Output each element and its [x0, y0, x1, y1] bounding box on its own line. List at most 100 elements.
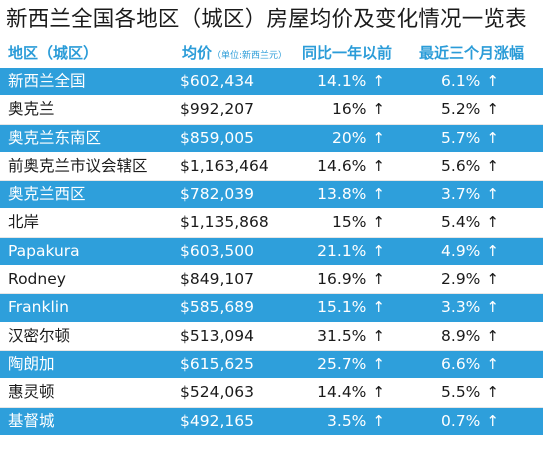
- cell-three-month-value: 5.4%: [441, 213, 481, 232]
- cell-yoy-value: 13.8%: [317, 185, 367, 204]
- cell-price: $524,063: [180, 379, 254, 406]
- cell-three-month-value: 5.6%: [441, 156, 481, 175]
- cell-three-month: 3.7% ↑: [441, 181, 499, 208]
- cell-region-value: 基督城: [8, 411, 55, 430]
- up-arrow-icon: ↑: [486, 241, 499, 260]
- cell-three-month-value: 0.7%: [441, 411, 481, 430]
- cell-yoy-value: 31.5%: [317, 326, 367, 345]
- up-arrow-icon: ↑: [372, 213, 385, 232]
- cell-yoy-value: 3.5%: [327, 411, 367, 430]
- cell-three-month-value: 8.9%: [441, 326, 481, 345]
- cell-region: 北岸: [8, 209, 39, 236]
- header-region: 地区（城区）: [8, 44, 99, 62]
- cell-region: 陶朗加: [8, 351, 55, 378]
- table-body: 新西兰全国 $602,434 14.1% ↑ 6.1% ↑ 奥克兰 $992,207 16% ↑ 5…: [0, 68, 543, 436]
- cell-region-value: 奥克兰东南区: [8, 128, 102, 147]
- table-row: 陶朗加 $615,625 25.7% ↑ 6.6% ↑: [0, 350, 543, 380]
- cell-three-month-value: 3.3%: [441, 298, 481, 317]
- cell-region: 奥克兰东南区: [8, 125, 101, 152]
- cell-region-value: 新西兰全国: [8, 72, 86, 90]
- cell-region: 前奥克兰市议会辖区: [8, 153, 148, 180]
- cell-three-month-value: 5.5%: [441, 383, 481, 402]
- table-row: 惠灵顿 $524,063 14.4% ↑ 5.5% ↑: [0, 379, 543, 408]
- up-arrow-icon: ↑: [372, 411, 385, 430]
- cell-three-month: 5.7% ↑: [441, 125, 499, 152]
- cell-yoy: 25.7% ↑: [317, 351, 385, 378]
- cell-price-value: $782,039: [180, 185, 254, 204]
- cell-price-value: $1,135,868: [180, 213, 269, 232]
- cell-price: $1,163,464: [180, 153, 269, 180]
- cell-three-month: 5.2% ↑: [441, 96, 499, 123]
- cell-region-value: Rodney: [8, 270, 66, 289]
- cell-price-value: $524,063: [180, 383, 254, 402]
- table-row: Rodney $849,107 16.9% ↑ 2.9% ↑: [0, 266, 543, 295]
- cell-region-value: 陶朗加: [8, 354, 55, 373]
- cell-region-value: 前奥克兰市议会辖区: [8, 156, 148, 175]
- cell-price-value: $492,165: [180, 411, 254, 430]
- cell-three-month-value: 6.6%: [441, 354, 481, 373]
- table-row: 北岸 $1,135,868 15% ↑ 5.4% ↑: [0, 209, 543, 238]
- cell-three-month: 8.9% ↑: [441, 323, 499, 350]
- cell-price: $602,434: [180, 68, 254, 95]
- cell-yoy-value: 25.7%: [317, 354, 367, 373]
- cell-three-month-value: 4.9%: [441, 241, 481, 260]
- table-row: 奥克兰 $992,207 16% ↑ 5.2% ↑: [0, 96, 543, 125]
- table-row: 新西兰全国 $602,434 14.1% ↑ 6.1% ↑: [0, 68, 543, 97]
- up-arrow-icon: ↑: [372, 185, 385, 204]
- cell-price: $615,625: [180, 351, 254, 378]
- cell-three-month-value: 2.9%: [441, 270, 481, 289]
- up-arrow-icon: ↑: [372, 100, 385, 119]
- up-arrow-icon: ↑: [486, 156, 499, 175]
- table-row: Franklin $585,689 15.1% ↑ 3.3% ↑: [0, 294, 543, 323]
- cell-yoy: 15.1% ↑: [317, 294, 385, 321]
- cell-yoy-value: 15%: [331, 213, 367, 232]
- header-price-label: 均价: [182, 44, 213, 62]
- cell-price: $585,689: [180, 294, 254, 321]
- cell-price-value: $615,625: [180, 354, 254, 373]
- cell-yoy: 20% ↑: [332, 125, 385, 152]
- cell-price-value: $602,434: [180, 72, 254, 90]
- cell-region-value: 惠灵顿: [8, 383, 55, 402]
- cell-yoy: 16.9% ↑: [317, 266, 385, 293]
- cell-yoy: 21.1% ↑: [317, 238, 385, 265]
- up-arrow-icon: ↑: [486, 411, 499, 430]
- header-three-month: 最近三个月涨幅: [419, 44, 525, 62]
- up-arrow-icon: ↑: [486, 298, 499, 317]
- header-price: 均价（单位:新西兰元）: [182, 42, 287, 63]
- cell-yoy: 14.4% ↑: [317, 379, 385, 406]
- up-arrow-icon: ↑: [372, 354, 385, 373]
- cell-region-value: Papakura: [8, 241, 80, 260]
- header-price-unit: （单位:新西兰元）: [212, 51, 288, 61]
- up-arrow-icon: ↑: [372, 383, 385, 402]
- cell-yoy: 31.5% ↑: [317, 323, 385, 350]
- cell-three-month: 4.9% ↑: [441, 238, 499, 265]
- table-header: 地区（城区） 均价（单位:新西兰元） 同比一年以前 最近三个月涨幅: [0, 38, 543, 66]
- cell-price-value: $992,207: [180, 100, 254, 119]
- cell-three-month: 0.7% ↑: [441, 408, 499, 435]
- up-arrow-icon: ↑: [486, 354, 499, 373]
- table-row: Papakura $603,500 21.1% ↑ 4.9% ↑: [0, 237, 543, 267]
- cell-region: 汉密尔顿: [8, 323, 70, 350]
- cell-price-value: $603,500: [180, 241, 254, 260]
- cell-price: $492,165: [180, 408, 254, 435]
- cell-three-month: 6.1% ↑: [441, 68, 499, 95]
- cell-three-month: 3.3% ↑: [441, 294, 499, 321]
- cell-region: 基督城: [8, 408, 55, 435]
- up-arrow-icon: ↑: [486, 270, 499, 289]
- cell-three-month: 2.9% ↑: [441, 266, 499, 293]
- cell-price: $603,500: [180, 238, 254, 265]
- up-arrow-icon: ↑: [372, 326, 385, 345]
- cell-yoy-value: 15.1%: [317, 298, 367, 317]
- cell-region-value: 汉密尔顿: [8, 326, 71, 345]
- table-row: 奥克兰东南区 $859,005 20% ↑ 5.7% ↑: [0, 124, 543, 153]
- table-row: 前奥克兰市议会辖区 $1,163,464 14.6% ↑ 5.6% ↑: [0, 152, 543, 182]
- cell-region-value: 北岸: [8, 213, 40, 232]
- cell-region-value: 奥克兰西区: [8, 185, 86, 204]
- up-arrow-icon: ↑: [486, 100, 499, 119]
- cell-price: $1,135,868: [180, 209, 269, 236]
- table-row: 基督城 $492,165 3.5% ↑ 0.7% ↑: [0, 407, 543, 436]
- header-yoy: 同比一年以前: [302, 44, 393, 62]
- cell-price-value: $859,005: [180, 128, 254, 147]
- cell-region: 新西兰全国: [8, 68, 86, 95]
